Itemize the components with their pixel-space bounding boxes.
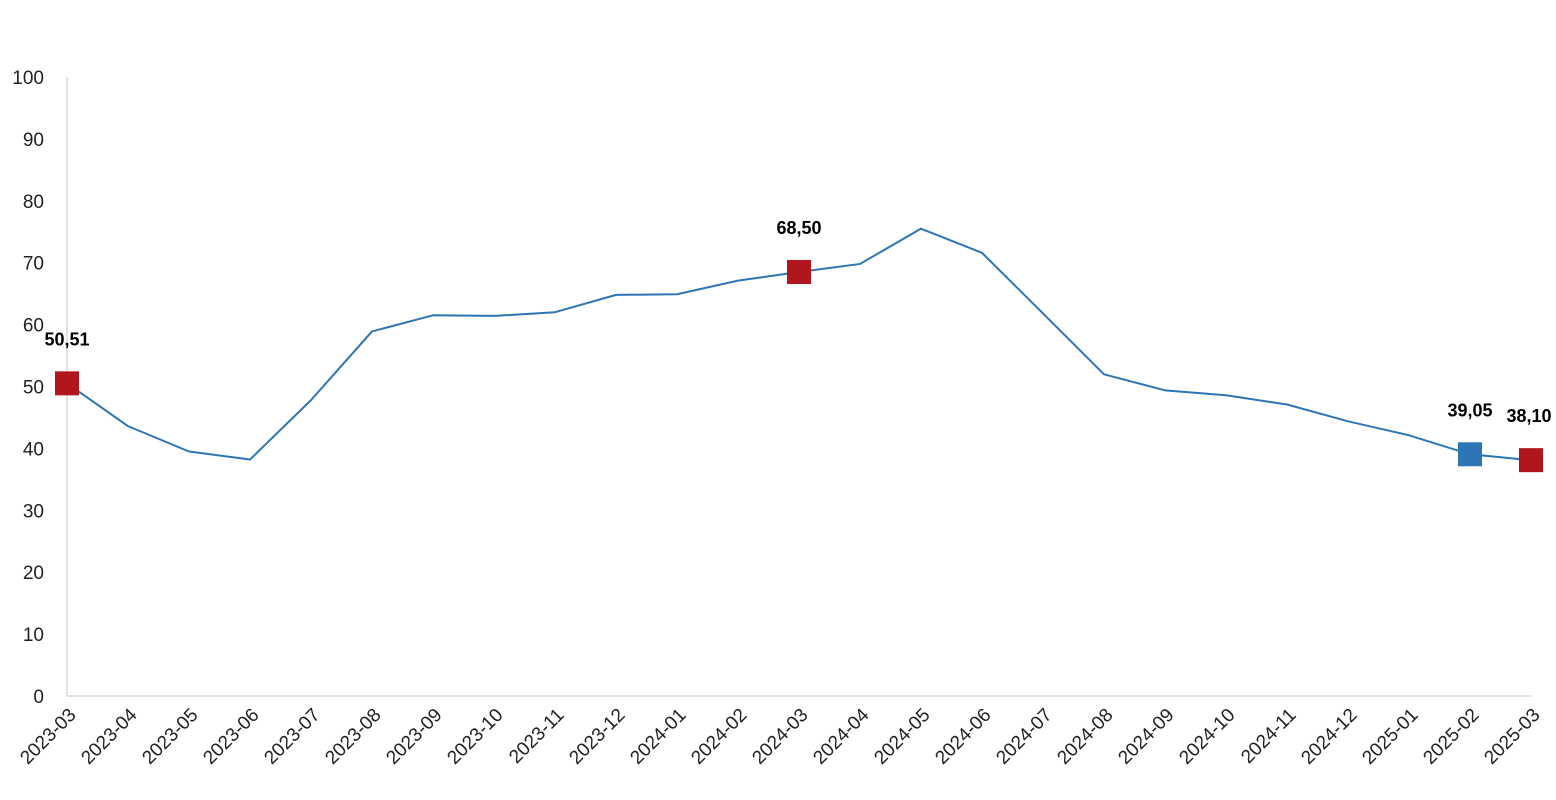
x-tick-label: 2023-07 [260,705,324,769]
x-tick-label: 2023-08 [321,705,385,769]
x-tick-label: 2024-03 [748,705,812,769]
data-label: 68,50 [776,218,821,238]
highlight-marker [787,259,811,284]
x-tick-label: 2024-04 [809,704,873,768]
x-tick-label: 2024-02 [687,705,751,769]
x-tick-label: 2024-07 [992,705,1056,769]
x-tick-label: 2025-01 [1358,705,1422,769]
x-tick-label: 2025-03 [1480,705,1544,769]
y-tick-label: 10 [23,625,44,646]
x-tick-label: 2024-10 [1175,705,1239,769]
y-tick-label: 100 [12,68,44,89]
y-tick-label: 70 [23,254,44,275]
y-tick-label: 60 [23,316,44,337]
highlight-marker [1519,448,1543,473]
x-tick-label: 2023-04 [77,704,141,768]
x-tick-label: 2024-06 [931,705,995,769]
x-tick-label: 2024-08 [1053,705,1117,769]
x-tick-label: 2024-05 [870,705,934,769]
y-tick-label: 0 [33,687,44,708]
y-tick-label: 30 [23,501,44,522]
x-tick-label: 2024-01 [626,705,690,769]
highlight-marker [55,371,79,396]
x-tick-label: 2024-11 [1237,705,1300,768]
x-tick-label: 2023-06 [199,705,263,769]
y-tick-label: 90 [23,130,44,151]
data-label: 50,51 [44,329,89,349]
x-tick-label: 2023-11 [505,705,568,768]
data-labels: 50,51 68,50 39,05 38,10 [44,218,1551,426]
highlight-markers [55,259,1543,473]
x-tick-label: 2023-03 [16,705,80,769]
y-tick-label: 80 [23,192,44,213]
highlight-marker [1458,442,1482,467]
x-tick-label: 2023-09 [382,705,446,769]
y-tick-label: 40 [23,439,44,460]
x-tick-label: 2024-09 [1114,705,1178,769]
data-label: 38,10 [1506,406,1551,426]
y-axis: 0 10 20 30 40 50 60 70 80 90 100 [12,68,68,708]
x-tick-label: 2025-02 [1419,705,1483,769]
x-tick-label: 2023-05 [138,705,202,769]
x-tick-label: 2023-12 [565,705,629,769]
x-tick-label: 2023-10 [443,705,507,769]
data-label: 39,05 [1447,400,1492,420]
y-tick-label: 20 [23,563,44,584]
y-tick-label: 50 [23,378,44,399]
x-tick-label: 2024-12 [1297,705,1361,769]
x-axis: 2023-032023-042023-052023-062023-072023-… [16,695,1545,769]
